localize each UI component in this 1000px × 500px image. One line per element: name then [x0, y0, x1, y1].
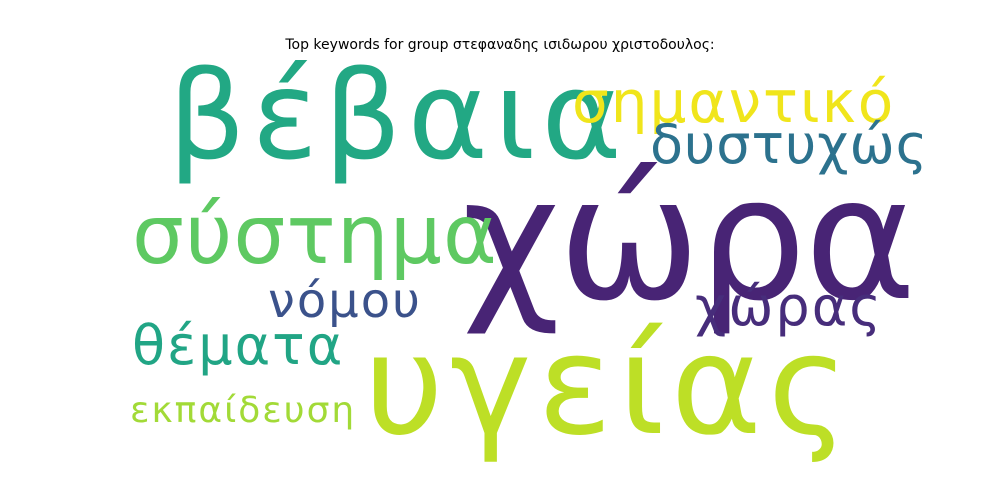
- word-dystyxos: δυστυχώς: [650, 113, 929, 176]
- word-xoras: χώρας: [695, 275, 883, 338]
- word-xora: χώρα: [462, 141, 917, 339]
- word-ekpaideusi: εκπαίδευση: [130, 390, 357, 431]
- wordcloud-title: Top keywords for group στεφαναδης ισιδωρ…: [285, 37, 715, 53]
- word-systima: σύστημα: [132, 188, 498, 283]
- word-cloud: χώρα υγείας βέβαια σύστημα σημαντικό δυσ…: [130, 45, 927, 455]
- word-nomou: νόμου: [268, 273, 422, 329]
- word-simantiko: σημαντικό: [572, 68, 896, 136]
- word-ygeias: υγείας: [364, 305, 855, 466]
- word-vevaia: βέβαια: [168, 45, 628, 187]
- word-themata: θέματα: [132, 314, 345, 377]
